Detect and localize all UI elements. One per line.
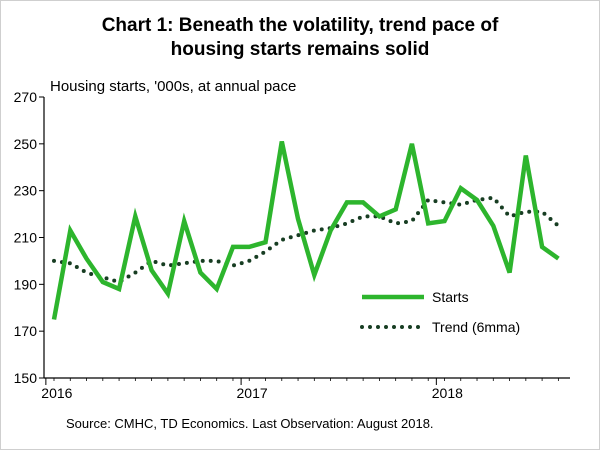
chart-title: Chart 1: Beneath the volatility, trend p…	[0, 14, 600, 62]
y-tick-label: 250	[14, 136, 38, 152]
chart-title-line-2: housing starts remains solid	[170, 39, 430, 60]
y-tick-label: 270	[14, 89, 38, 105]
legend: Starts Trend (6mma)	[360, 289, 520, 335]
series-layer	[51, 141, 561, 320]
y-axis-label: Housing starts, '000s, at annual pace	[50, 78, 297, 95]
y-tick-label: 170	[14, 323, 38, 339]
y-tick-label: 150	[14, 370, 38, 386]
y-tick-label: 230	[14, 183, 38, 199]
x-tick-label: 2017	[237, 385, 268, 401]
legend-label-starts: Starts	[432, 289, 469, 305]
source-note: Source: CMHC, TD Economics. Last Observa…	[66, 416, 434, 431]
x-tick-label: 2016	[41, 385, 72, 401]
y-tick-label: 210	[14, 230, 38, 246]
axes: 150 170 190 210 230 250 270 2016 2017 2018	[14, 89, 570, 401]
series-line-starts	[51, 141, 560, 320]
x-tick-label: 2018	[432, 385, 463, 401]
y-tick-label: 190	[14, 276, 38, 292]
legend-label-trend: Trend (6mma)	[432, 319, 520, 335]
chart-title-line-1: Chart 1: Beneath the volatility, trend p…	[101, 15, 499, 36]
